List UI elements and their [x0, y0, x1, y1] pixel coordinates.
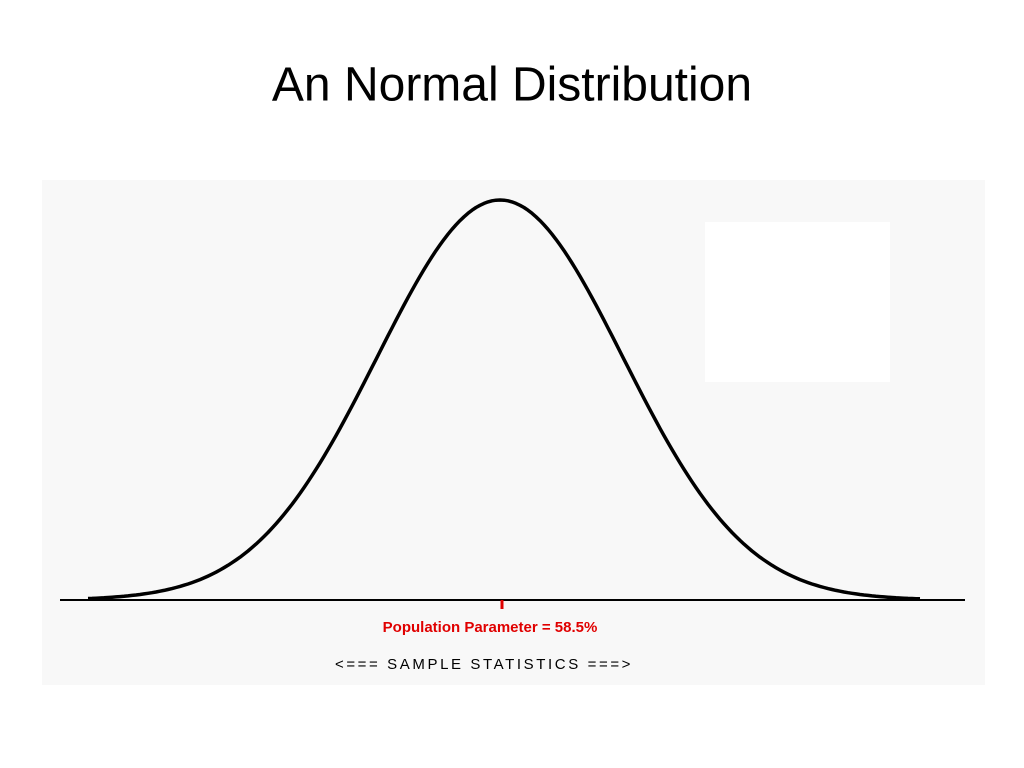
axis-label: <=== SAMPLE STATISTICS ===> [335, 656, 633, 673]
figure-blank-area [705, 222, 890, 382]
parameter-label: Population Parameter = 58.5% [383, 619, 598, 636]
normal-curve [87, 198, 921, 601]
slide-title: An Normal Distribution [272, 59, 752, 112]
